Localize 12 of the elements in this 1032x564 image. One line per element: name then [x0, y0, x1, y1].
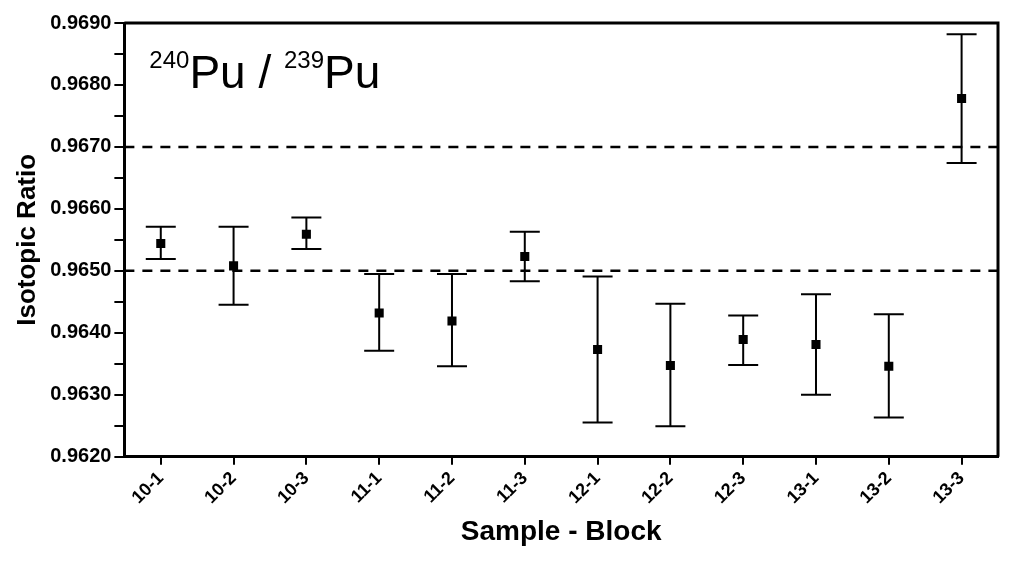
y-axis-title: Isotopic Ratio: [10, 153, 41, 326]
y-tick-label: 0.9650: [50, 258, 112, 281]
y-tick-label: 0.9630: [50, 382, 112, 405]
x-axis-title: Sample - Block: [460, 514, 662, 546]
y-tick-label: 0.9660: [50, 196, 112, 219]
point: [447, 316, 457, 326]
point: [811, 339, 821, 350]
y-tick-label: 0.9690: [50, 10, 112, 33]
y-tick-label: 0.9680: [50, 72, 112, 95]
y-tick-label: 0.9640: [50, 320, 112, 343]
y-tick-label: 0.9670: [50, 134, 112, 157]
y-tick-label: 0.9620: [50, 444, 112, 467]
